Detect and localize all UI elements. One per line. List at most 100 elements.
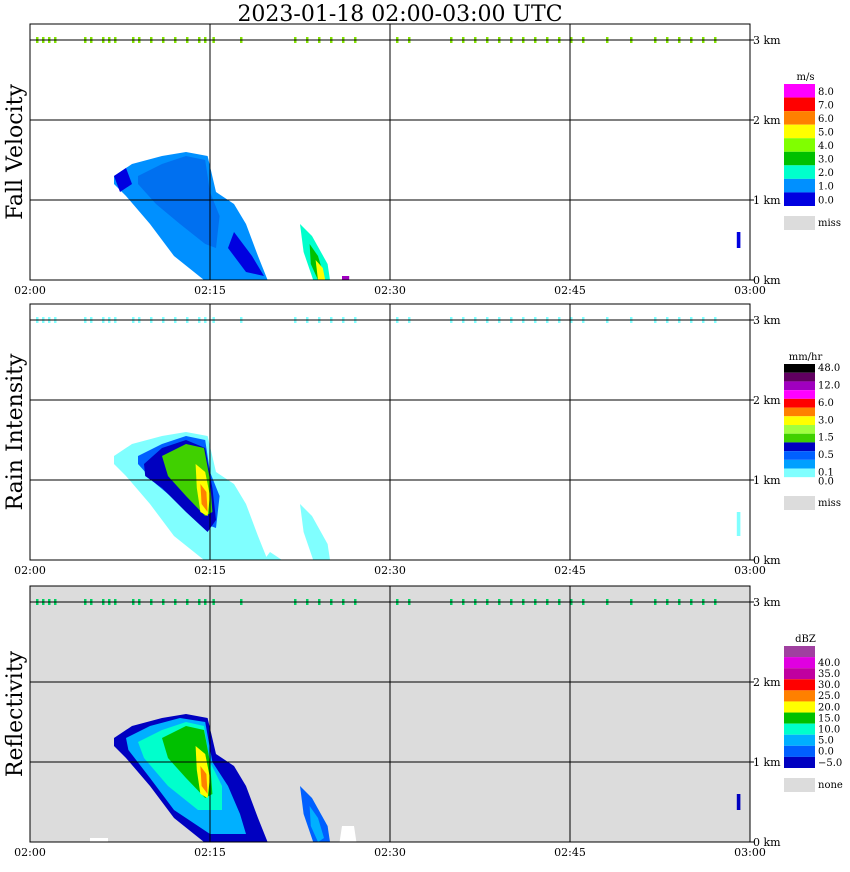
legend-swatch [784, 416, 815, 425]
chart-title: 2023-01-18 02:00-03:00 UTC [237, 2, 562, 27]
x-tick-label: 02:45 [554, 564, 586, 577]
legend-label: 2.0 [818, 168, 834, 179]
legend-label: 1.0 [818, 182, 834, 193]
echo-region [315, 260, 326, 280]
legend-swatch [784, 381, 815, 391]
legend-swatch [784, 459, 815, 469]
legend-swatch [784, 138, 815, 152]
legend-swatch [784, 425, 815, 434]
panels: 02:00 02:15 02:30 02:45 03:000 km1 km2 km3 k… [3, 23, 843, 859]
legend-swatch [784, 433, 815, 443]
legend-label: 12.0 [818, 380, 840, 391]
legend-label: 0.5 [818, 450, 834, 461]
legend-swatch [784, 745, 815, 757]
y-tick-label: 0 km [753, 836, 781, 849]
panel-reflectivity: 02:00 02:15 02:30 02:45 03:000 km 1 km 2 km 3 k… [3, 585, 843, 859]
x-tick-label: 02:30 [374, 846, 406, 859]
echo-region [228, 232, 264, 276]
legend-miss-label: miss [818, 218, 841, 229]
legend-swatch [784, 398, 815, 408]
legend-unit: dBZ [795, 634, 816, 645]
echo-region [339, 826, 357, 842]
legend-label: 3.0 [818, 415, 834, 426]
legend-swatch [784, 364, 815, 373]
legend-swatch [784, 723, 815, 735]
y-tick-label: 3 km [753, 34, 781, 47]
x-tick-label: 02:45 [554, 284, 586, 297]
legend-label: 15.0 [818, 713, 840, 724]
echo-region [342, 276, 350, 280]
legend-swatch [784, 646, 815, 658]
legend-swatch [784, 372, 815, 382]
legend-label: −5.0 [818, 758, 842, 769]
x-tick-label: 02:15 [194, 564, 226, 577]
legend-miss-label: none [818, 780, 843, 791]
legend-label: 6.0 [818, 114, 834, 125]
panel-rain-intensity: 02:00 02:15 02:30 02:45 03:000 km 1 km 2 km 3 k… [3, 303, 841, 577]
y-tick-label: 3 km [753, 596, 781, 609]
y-tick-label: 2 km [753, 676, 781, 689]
legend-miss-swatch [784, 496, 815, 510]
legend-label: 0.0 [818, 476, 834, 487]
echo-region [200, 484, 208, 512]
x-tick-label: 03:00 [734, 564, 766, 577]
y-tick-label: 2 km [753, 114, 781, 127]
x-tick-label: 02:00 [14, 846, 46, 859]
echo-region [736, 512, 741, 536]
legend-label: 5.0 [818, 736, 834, 747]
echo-region [736, 794, 741, 810]
legend-swatch [784, 468, 815, 478]
y-axis-label: Fall Velocity [3, 84, 28, 220]
legend-swatch [784, 756, 815, 768]
data-layer [114, 432, 741, 560]
legend-swatch [784, 701, 815, 713]
echo-region [309, 806, 324, 842]
legend-label: 0.0 [818, 747, 834, 758]
legend-fall-velocity: m/s8.0 7.0 6.0 5.0 4.0 3.0 2.0 1.0 0.0 miss [784, 72, 841, 230]
y-tick-label: 0 km [753, 274, 781, 287]
grid [30, 24, 750, 280]
legend-label: 5.0 [818, 128, 834, 139]
legend-label: 6.0 [818, 398, 834, 409]
grid [30, 304, 750, 560]
legend-swatch [784, 679, 815, 691]
legend-label: 8.0 [818, 87, 834, 98]
y-tick-label: 2 km [753, 394, 781, 407]
legend-miss-swatch [784, 778, 815, 792]
y-tick-label: 1 km [753, 756, 781, 769]
legend-swatch [784, 442, 815, 452]
legend-label: 35.0 [818, 669, 840, 680]
legend-label: 30.0 [818, 680, 840, 691]
legend-swatch [784, 451, 815, 460]
legend-miss-swatch [784, 216, 815, 230]
legend-label: 40.0 [818, 658, 840, 669]
y-tick-label: 0 km [753, 554, 781, 567]
x-tick-label: 03:00 [734, 284, 766, 297]
legend-swatch [784, 690, 815, 702]
legend-swatch [784, 407, 815, 417]
legend-swatch [784, 734, 815, 746]
y-tick-label: 1 km [753, 194, 781, 207]
y-axis-label: Reflectivity [3, 650, 28, 777]
x-tick-label: 02:00 [14, 284, 46, 297]
legend-label: 0.1 [818, 468, 834, 479]
legend-swatch [784, 668, 815, 680]
data-layer [114, 152, 741, 280]
echo-region [138, 156, 220, 248]
echo-region [114, 168, 132, 192]
legend-swatch [784, 111, 815, 125]
legend-swatch [784, 178, 815, 193]
legend-swatch [784, 165, 815, 179]
legend-swatch [784, 151, 815, 166]
legend-label: 25.0 [818, 691, 840, 702]
grid [30, 586, 750, 842]
legend-swatch [784, 390, 815, 399]
legend-label: 0.0 [818, 195, 834, 206]
echo-region [90, 838, 108, 842]
x-tick-label: 02:45 [554, 846, 586, 859]
x-tick-label: 02:30 [374, 284, 406, 297]
legend-label: 4.0 [818, 141, 834, 152]
